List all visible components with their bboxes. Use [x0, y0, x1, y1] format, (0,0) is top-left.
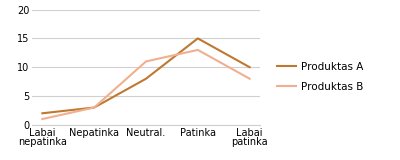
- Produktas A: [247, 66, 252, 68]
- Produktas A: [92, 107, 96, 108]
- Produktas B: [92, 107, 96, 108]
- Produktas B: [247, 78, 252, 80]
- Line: Produktas B: Produktas B: [42, 50, 250, 119]
- Line: Produktas A: Produktas A: [42, 38, 250, 113]
- Produktas B: [40, 118, 45, 120]
- Produktas A: [40, 112, 45, 114]
- Produktas B: [196, 49, 200, 51]
- Produktas A: [144, 78, 148, 80]
- Legend: Produktas A, Produktas B: Produktas A, Produktas B: [273, 57, 368, 96]
- Produktas A: [196, 37, 200, 39]
- Produktas B: [144, 60, 148, 62]
